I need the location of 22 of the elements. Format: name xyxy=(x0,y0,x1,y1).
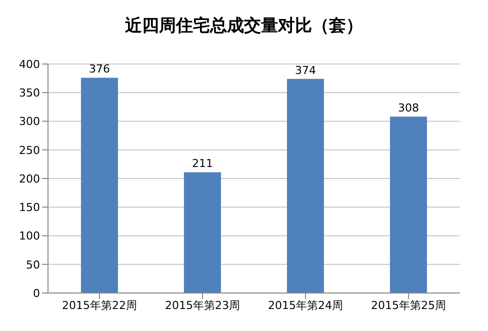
y-tick-label: 250 xyxy=(19,144,40,157)
bar xyxy=(80,78,118,293)
bar xyxy=(390,116,427,293)
x-tick-label: 2015年第24周 xyxy=(268,298,343,312)
y-tick-label: 100 xyxy=(19,230,40,243)
data-label: 308 xyxy=(398,102,419,115)
chart-title: 近四周住宅总成交量对比（套） xyxy=(124,15,364,38)
x-tick-label: 2015年第25周 xyxy=(371,298,446,312)
y-tick-label: 50 xyxy=(26,258,40,272)
bar xyxy=(286,78,324,293)
y-tick-label: 400 xyxy=(19,58,40,71)
data-label: 374 xyxy=(294,64,316,77)
y-tick-label: 200 xyxy=(19,172,40,186)
y-tick-label: 0 xyxy=(33,286,40,300)
x-tick-label: 2015年第22周 xyxy=(62,298,137,312)
data-label: 211 xyxy=(192,157,213,170)
y-tick-label: 150 xyxy=(19,201,40,214)
y-tick-label: 300 xyxy=(19,115,40,128)
bar xyxy=(184,172,221,293)
y-tick-label: 350 xyxy=(19,86,40,100)
x-tick-label: 2015年第23周 xyxy=(165,298,240,312)
data-label: 376 xyxy=(88,62,110,76)
